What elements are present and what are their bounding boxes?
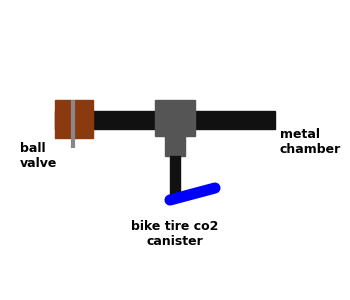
Bar bbox=[55, 100, 93, 138]
Bar bbox=[155, 100, 195, 136]
Bar bbox=[55, 111, 275, 129]
Bar bbox=[165, 136, 185, 156]
Text: metal
chamber: metal chamber bbox=[280, 128, 341, 156]
Text: bike tire co2
canister: bike tire co2 canister bbox=[131, 220, 219, 248]
Bar bbox=[170, 156, 180, 201]
Text: ball
valve: ball valve bbox=[20, 142, 57, 170]
